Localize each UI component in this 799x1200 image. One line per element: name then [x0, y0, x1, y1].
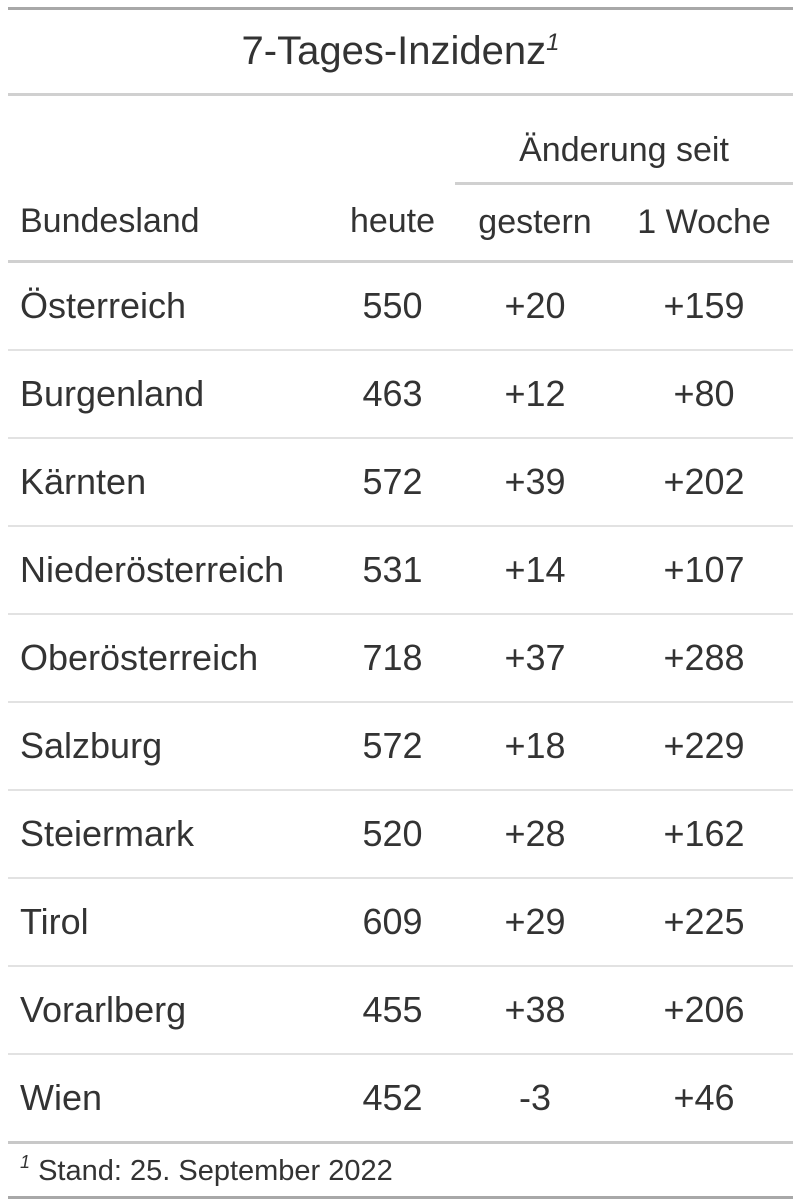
column-header-heute: heute	[330, 183, 455, 263]
table-row: Niederösterreich 531 +14 +107	[8, 526, 794, 615]
cell-gestern: +14	[455, 526, 615, 615]
cell-heute: 463	[330, 350, 455, 439]
cell-gestern: +29	[455, 878, 615, 967]
cell-1-woche: +46	[615, 1054, 794, 1144]
cell-bundesland: Steiermark	[8, 790, 330, 879]
cell-bundesland: Tirol	[8, 878, 330, 967]
footnote-text: Stand: 25. September 2022	[38, 1155, 393, 1187]
cell-1-woche: +206	[615, 966, 794, 1055]
table-row: Oberösterreich 718 +37 +288	[8, 614, 794, 703]
cell-1-woche: +107	[615, 526, 794, 615]
cell-1-woche: +288	[615, 614, 794, 703]
cell-gestern: -3	[455, 1054, 615, 1144]
cell-1-woche: +229	[615, 702, 794, 791]
table-title: 7-Tages-Inzidenz1	[8, 10, 794, 96]
cell-heute: 572	[330, 702, 455, 791]
cell-heute: 531	[330, 526, 455, 615]
cell-heute: 455	[330, 966, 455, 1055]
table-row: Kärnten 572 +39 +202	[8, 438, 794, 527]
cell-bundesland: Burgenland	[8, 350, 330, 439]
cell-bundesland: Kärnten	[8, 438, 330, 527]
column-header-gestern: gestern	[455, 183, 615, 263]
cell-bundesland: Salzburg	[8, 702, 330, 791]
table-row: Vorarlberg 455 +38 +206	[8, 966, 794, 1055]
cell-1-woche: +80	[615, 350, 794, 439]
table-row: Tirol 609 +29 +225	[8, 878, 794, 967]
column-header-bundesland: Bundesland	[8, 183, 330, 263]
cell-1-woche: +162	[615, 790, 794, 879]
table-footnote: 1 Stand: 25. September 2022	[8, 1142, 794, 1199]
cell-gestern: +39	[455, 438, 615, 527]
table-row: Burgenland 463 +12 +80	[8, 350, 794, 439]
title-text: 7-Tages-Inzidenz	[241, 29, 547, 73]
title-footnote-mark: 1	[546, 29, 560, 56]
cell-heute: 452	[330, 1054, 455, 1144]
footnote-mark: 1	[20, 1152, 31, 1172]
cell-heute: 609	[330, 878, 455, 967]
cell-bundesland: Österreich	[8, 261, 330, 351]
cell-heute: 520	[330, 790, 455, 879]
cell-gestern: +28	[455, 790, 615, 879]
cell-gestern: +37	[455, 614, 615, 703]
spanner-blank	[8, 95, 455, 184]
cell-1-woche: +159	[615, 261, 794, 351]
table-row: Steiermark 520 +28 +162	[8, 790, 794, 879]
table-row: Salzburg 572 +18 +229	[8, 702, 794, 791]
column-header-1-woche: 1 Woche	[615, 183, 794, 263]
cell-gestern: +38	[455, 966, 615, 1055]
cell-heute: 718	[330, 614, 455, 703]
cell-bundesland: Niederösterreich	[8, 526, 330, 615]
cell-gestern: +12	[455, 350, 615, 439]
cell-heute: 550	[330, 261, 455, 351]
cell-1-woche: +202	[615, 438, 794, 527]
column-spanner: Änderung seit	[455, 94, 794, 185]
cell-gestern: +18	[455, 702, 615, 791]
table-row: Österreich 550 +20 +159	[8, 261, 794, 351]
cell-bundesland: Oberösterreich	[8, 614, 330, 703]
cell-heute: 572	[330, 438, 455, 527]
cell-bundesland: Vorarlberg	[8, 966, 330, 1055]
incidence-table: 7-Tages-Inzidenz1 Änderung seit Bundesla…	[8, 10, 794, 1199]
incidence-table-container: 7-Tages-Inzidenz1 Änderung seit Bundesla…	[8, 7, 794, 1199]
table-row: Wien 452 -3 +46	[8, 1054, 794, 1144]
cell-gestern: +20	[455, 261, 615, 351]
cell-bundesland: Wien	[8, 1054, 330, 1144]
cell-1-woche: +225	[615, 878, 794, 967]
